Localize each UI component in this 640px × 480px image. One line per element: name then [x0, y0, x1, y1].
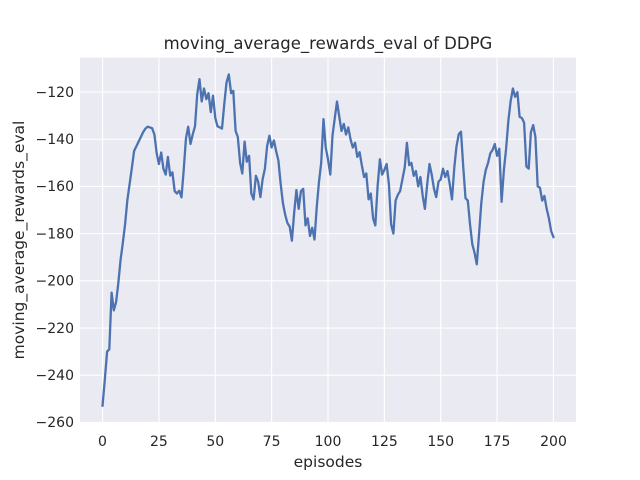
x-tick-label: 50 [206, 434, 224, 450]
y-tick-label: −200 [36, 274, 74, 290]
x-tick-labels: 0 25 50 75 100 125 150 175 200 [98, 434, 567, 450]
x-axis-label: episodes [294, 453, 363, 471]
x-tick-label: 200 [540, 434, 567, 450]
x-tick-label: 25 [150, 434, 168, 450]
y-tick-label: −140 [36, 132, 74, 148]
x-tick-label: 100 [315, 434, 342, 450]
x-tick-label: 175 [484, 434, 511, 450]
x-tick-label: 0 [98, 434, 107, 450]
y-tick-label: −240 [36, 368, 74, 384]
y-tick-label: −220 [36, 321, 74, 337]
y-axis-label: moving_average_rewards_eval [10, 121, 29, 360]
chart-title: moving_average_rewards_eval of DDPG [164, 34, 493, 54]
y-tick-label: −120 [36, 85, 74, 101]
x-tick-label: 75 [263, 434, 281, 450]
y-tick-label: −180 [36, 226, 74, 242]
data-line [101, 73, 555, 408]
x-tick-label: 150 [427, 434, 454, 450]
y-tick-labels: −120 −140 −160 −180 −200 −220 −240 −260 [36, 85, 74, 431]
y-tick-label: −260 [36, 415, 74, 431]
x-tick-label: 125 [371, 434, 398, 450]
y-tick-label: −160 [36, 179, 74, 195]
